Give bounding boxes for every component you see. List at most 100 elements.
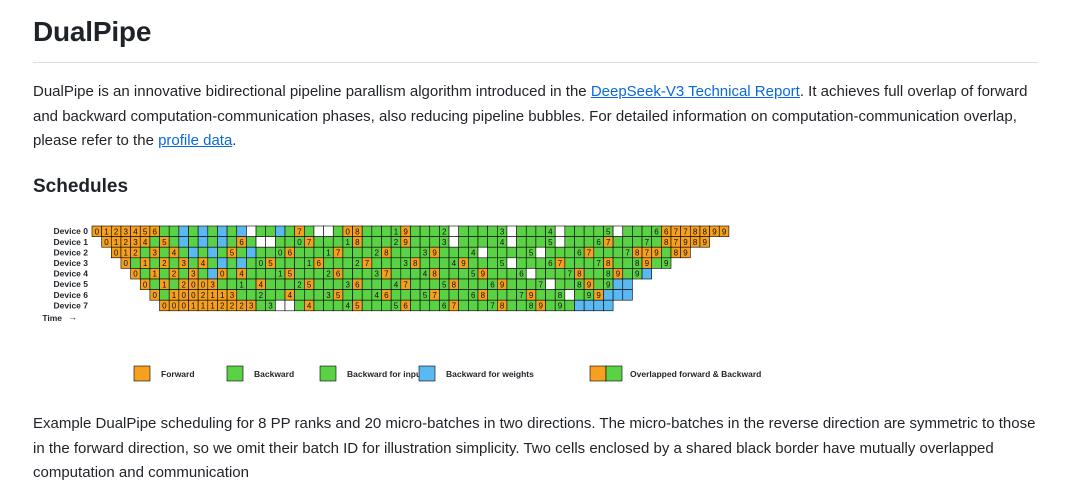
cell-label: 0 [181,302,186,311]
cell-label: 4 [452,259,457,268]
device-label: Device 5 [54,279,89,289]
schedule-cell [246,289,257,301]
cell-label: 8 [577,280,582,289]
schedule-cell [207,225,218,237]
schedule-cell [159,246,170,259]
schedule-cell [178,268,189,280]
schedule-cell [545,268,556,280]
schedule-cell [246,225,257,237]
schedule-cell [371,257,382,269]
cell-label: 5 [394,302,399,311]
schedule-cell [168,225,180,237]
cell-label: 5 [355,302,360,311]
cell-label: 9 [596,291,601,300]
cell-label: 0 [95,227,100,236]
cell-label: 1 [278,270,283,279]
schedule-cell [332,257,344,269]
schedule-cell [381,278,392,290]
cell-label: 9 [654,249,659,258]
cell-label: 7 [606,238,611,247]
schedule-cell [487,289,498,301]
schedule-cell [506,299,517,312]
cell-label: 8 [606,270,611,279]
schedule-cell [323,225,334,237]
cell-label: 6 [664,227,669,236]
schedule-cell [564,257,575,269]
cell-label: 6 [596,238,601,247]
cell-label: 7 [674,238,679,247]
schedule-cell [352,246,363,259]
schedule-cell [265,246,276,259]
schedule-cell [468,299,479,312]
schedule-cell [564,278,575,290]
cell-label: 0 [143,280,148,289]
schedule-cell [641,225,652,237]
schedule-cell [197,246,209,259]
cell-label: 1 [162,280,167,289]
schedule-cell [197,268,209,280]
cell-label: 7 [645,238,650,247]
schedule-cell [342,246,353,259]
schedule-cell [525,268,537,280]
intro-paragraph: DualPipe is an innovative bidirectional … [33,80,1041,154]
schedule-cell [332,236,344,248]
device-label: Device 0 [54,226,89,236]
profile-data-link[interactable]: profile data [158,132,233,149]
schedule-cell [680,246,691,259]
schedule-cell [294,246,305,259]
schedule-cell [246,246,257,259]
schedule-cell [390,268,402,280]
cell-label: 8 [481,291,486,300]
cell-label: 6 [471,291,476,300]
cell-label: 7 [365,259,370,268]
cell-label: 1 [124,249,129,258]
cell-label: 0 [259,259,264,268]
cell-label: 1 [210,302,215,311]
schedule-cell [506,236,517,248]
schedule-cell [313,278,324,290]
schedule-cell [487,225,498,237]
time-arrow: → [68,312,77,322]
cell-label: 4 [471,249,476,258]
schedule-cell [487,236,498,248]
schedule-cell [612,257,624,269]
schedule-cell [236,246,247,259]
cell-label: 9 [664,259,669,268]
cell-label: 8 [432,270,437,279]
schedules-heading: Schedules [33,176,129,197]
cell-label: 6 [403,302,408,311]
schedule-cell [448,236,459,248]
schedule-cell [458,268,469,280]
cell-label: 4 [201,259,206,268]
cell-label: 6 [654,227,659,236]
cell-label: 1 [220,291,225,300]
tech-report-link[interactable]: DeepSeek-V3 Technical Report [590,83,800,100]
cell-label: 5 [230,249,235,258]
cell-label: 0 [181,291,186,300]
cell-label: 8 [355,227,360,236]
cell-label: 6 [288,249,293,258]
schedule-cell [410,289,421,301]
schedule-cell [381,299,392,312]
schedule-cell [593,268,604,280]
cell-label: 1 [104,227,109,236]
cell-label: 9 [616,270,621,279]
schedule-cell [255,225,267,237]
cell-label: 3 [326,291,331,300]
cell-label: 7 [384,270,389,279]
schedule-cell [265,289,276,301]
schedule-cell [468,236,479,248]
schedule-cell [371,278,382,290]
schedule-cell [574,257,585,269]
schedule-cell [593,246,604,259]
schedule-cell [188,246,199,259]
schedule-cell [390,257,402,269]
schedule-cell [275,236,286,248]
cell-label: 8 [635,259,640,268]
cell-label: 6 [548,259,553,268]
schedule-cell [246,257,257,269]
schedule-cell [361,299,373,312]
schedule-cell [207,268,218,280]
cell-label: 9 [606,280,611,289]
cell-label: 8 [577,270,582,279]
